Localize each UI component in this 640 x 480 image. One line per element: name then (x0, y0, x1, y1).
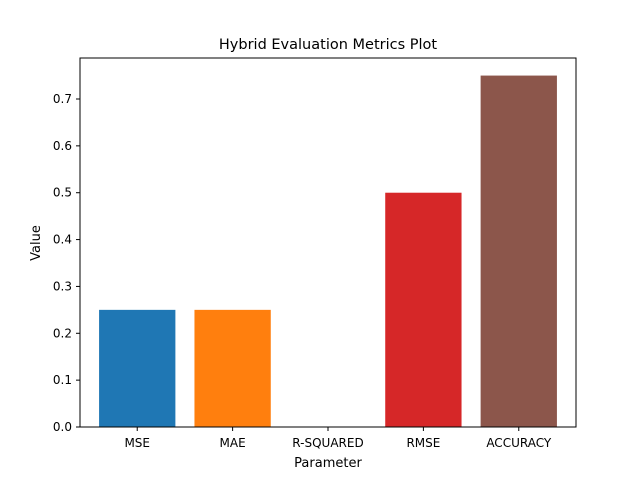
bars-group (99, 75, 557, 428)
x-axis-label: Parameter (294, 456, 362, 471)
chart-title: Hybrid Evaluation Metrics Plot (219, 37, 437, 53)
x-tick-label: ACCURACY (486, 436, 552, 450)
y-axis: 0.0 0.1 0.2 0.3 0.4 0.5 0.6 0.7 (53, 92, 80, 434)
y-tick-label: 0.3 (53, 279, 72, 293)
bar-mse (99, 309, 176, 427)
y-axis-label: Value (29, 225, 44, 261)
y-tick-label: 0.6 (53, 139, 72, 153)
x-tick-label: RMSE (406, 436, 440, 450)
x-tick-label: MAE (220, 436, 246, 450)
bar-mae (194, 309, 271, 427)
x-axis: MSE MAE R-SQUARED RMSE ACCURACY (124, 427, 552, 450)
bar-accuracy (480, 75, 557, 428)
x-tick-label: R-SQUARED (292, 436, 363, 450)
bar-rmse (385, 192, 462, 427)
y-tick-label: 0.1 (53, 373, 72, 387)
y-tick-label: 0.5 (53, 186, 72, 200)
x-tick-label: MSE (124, 436, 150, 450)
plot-frame (79, 57, 577, 428)
y-tick-label: 0.0 (53, 420, 72, 434)
y-tick-label: 0.2 (53, 326, 72, 340)
y-tick-label: 0.7 (53, 92, 72, 106)
y-tick-label: 0.4 (53, 233, 72, 247)
